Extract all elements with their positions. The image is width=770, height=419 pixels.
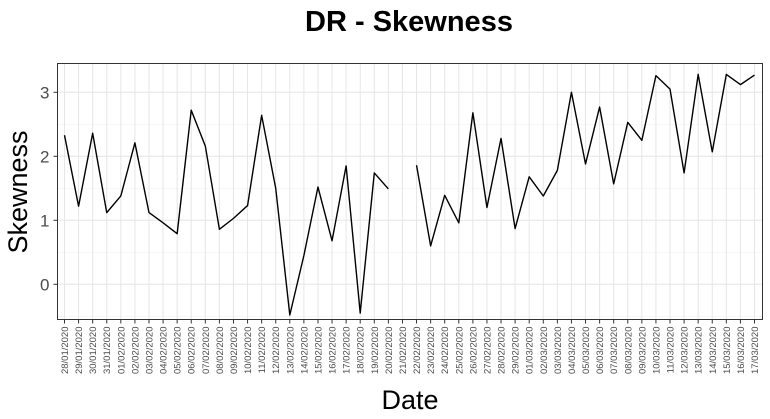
x-tick-label: 05/02/2020 bbox=[173, 327, 184, 375]
plot-panel-border bbox=[57, 63, 763, 320]
y-axis-ticks: 0 1 2 3 bbox=[40, 83, 58, 294]
x-tick-label: 30/01/2020 bbox=[88, 327, 99, 375]
y-tick-label: 0 bbox=[40, 275, 49, 294]
x-tick-label: 12/03/2020 bbox=[680, 327, 691, 375]
x-tick-label: 03/02/2020 bbox=[144, 327, 155, 375]
x-tick-label: 02/03/2020 bbox=[539, 327, 550, 375]
x-tick-label: 20/02/2020 bbox=[384, 327, 395, 375]
x-tick-label: 04/03/2020 bbox=[567, 327, 578, 375]
x-tick-label: 22/02/2020 bbox=[412, 327, 423, 375]
x-tick-label: 06/03/2020 bbox=[595, 327, 606, 375]
x-tick-label: 08/02/2020 bbox=[215, 327, 226, 375]
x-tick-label: 08/03/2020 bbox=[623, 327, 634, 375]
x-tick-label: 29/01/2020 bbox=[74, 327, 85, 375]
x-tick-label: 11/02/2020 bbox=[257, 327, 268, 374]
y-tick-label: 3 bbox=[40, 83, 49, 102]
x-tick-label: 15/02/2020 bbox=[313, 327, 324, 375]
x-axis-ticks: 28/01/2020 29/01/2020 30/01/2020 31/01/2020… bbox=[60, 319, 761, 375]
x-tick-label: 28/02/2020 bbox=[497, 327, 508, 375]
x-tick-label: 23/02/2020 bbox=[426, 327, 437, 375]
series-line bbox=[415, 73, 755, 247]
series-line-layer bbox=[63, 73, 755, 316]
x-tick-label: 03/03/2020 bbox=[553, 327, 564, 375]
x-tick-label: 17/02/2020 bbox=[342, 327, 353, 375]
y-tick-label: 2 bbox=[40, 147, 49, 166]
x-tick-label: 06/02/2020 bbox=[187, 327, 198, 375]
x-tick-label: 09/02/2020 bbox=[229, 327, 240, 375]
x-tick-label: 07/02/2020 bbox=[201, 327, 212, 375]
x-tick-label: 14/02/2020 bbox=[299, 327, 310, 375]
x-tick-label: 05/03/2020 bbox=[581, 327, 592, 375]
x-tick-label: 26/02/2020 bbox=[468, 327, 479, 375]
x-tick-label: 24/02/2020 bbox=[440, 327, 451, 375]
x-tick-label: 18/02/2020 bbox=[356, 327, 367, 375]
x-tick-label: 01/02/2020 bbox=[116, 327, 127, 375]
x-tick-label: 04/02/2020 bbox=[159, 327, 170, 375]
x-tick-label: 27/02/2020 bbox=[482, 327, 493, 375]
x-tick-label: 15/03/2020 bbox=[722, 327, 733, 375]
x-axis-title: Date bbox=[381, 385, 438, 415]
x-tick-label: 19/02/2020 bbox=[370, 327, 381, 375]
x-tick-label: 13/02/2020 bbox=[285, 327, 296, 375]
x-tick-label: 10/03/2020 bbox=[651, 327, 662, 375]
x-tick-label: 28/01/2020 bbox=[60, 327, 71, 375]
x-tick-label: 12/02/2020 bbox=[271, 327, 282, 375]
x-tick-label: 21/02/2020 bbox=[398, 327, 409, 375]
x-tick-label: 29/02/2020 bbox=[511, 327, 522, 375]
x-tick-label: 11/03/2020 bbox=[666, 327, 677, 374]
chart-title: DR - Skewness bbox=[305, 6, 513, 38]
x-tick-label: 14/03/2020 bbox=[708, 327, 719, 375]
x-tick-label: 16/02/2020 bbox=[328, 327, 339, 375]
x-tick-label: 02/02/2020 bbox=[130, 327, 141, 375]
x-tick-label: 13/03/2020 bbox=[694, 327, 705, 375]
x-tick-label: 10/02/2020 bbox=[243, 327, 254, 375]
x-tick-label: 25/02/2020 bbox=[454, 327, 465, 375]
x-tick-label: 01/03/2020 bbox=[525, 327, 536, 375]
y-tick-label: 1 bbox=[40, 211, 49, 230]
x-tick-label: 17/03/2020 bbox=[750, 327, 761, 375]
grid bbox=[57, 63, 763, 320]
x-tick-label: 07/03/2020 bbox=[609, 327, 620, 375]
x-tick-label: 31/01/2020 bbox=[102, 327, 113, 375]
y-axis-title: Skewness bbox=[3, 130, 33, 253]
series-line bbox=[63, 109, 389, 316]
x-tick-label: 09/03/2020 bbox=[637, 327, 648, 375]
x-tick-label: 16/03/2020 bbox=[736, 327, 747, 375]
